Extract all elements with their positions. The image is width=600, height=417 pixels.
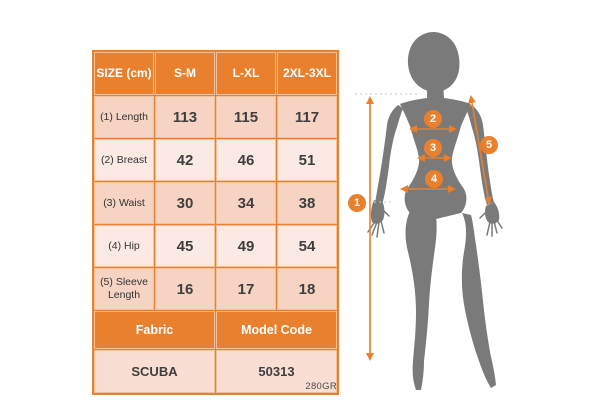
measurement-figure (355, 32, 503, 390)
cell-value: 34 (217, 183, 275, 223)
model-code-value: 50313 (217, 351, 336, 392)
cell-value: 117 (278, 97, 336, 137)
figure-right-arm (466, 105, 494, 205)
row-label: (3) Waist (95, 183, 153, 223)
info-header-row: Fabric Model Code (95, 312, 336, 348)
table-row-breast: (2) Breast 42 46 51 (95, 140, 336, 180)
figure-left-leg (405, 211, 437, 390)
fabric-header: Fabric (95, 312, 214, 348)
figure-left-arm (375, 105, 403, 205)
sleeve-arrow (468, 95, 492, 205)
row-label: (5) Sleeve Length (95, 269, 153, 309)
cell-value: 18 (278, 269, 336, 309)
cell-value: 45 (156, 226, 214, 266)
column-header-size: SIZE (cm) (95, 53, 153, 94)
cell-value: 49 (217, 226, 275, 266)
cell-value: 17 (217, 269, 275, 309)
female-silhouette (367, 32, 503, 390)
cell-value: 46 (217, 140, 275, 180)
column-header-2xl3xl: 2XL-3XL (278, 53, 336, 94)
cell-value: 38 (278, 183, 336, 223)
row-label: (4) Hip (95, 226, 153, 266)
column-header-sm: S-M (156, 53, 214, 94)
figure-head (407, 32, 460, 92)
cell-value: 16 (156, 269, 214, 309)
cell-value: 115 (217, 97, 275, 137)
table-row-waist: (3) Waist 30 34 38 (95, 183, 336, 223)
figure-right-hand (484, 202, 500, 224)
fabric-value: SCUBA (95, 351, 214, 392)
guide-dashes (355, 93, 419, 203)
info-value-row: SCUBA 50313 (95, 351, 336, 392)
model-code-header: Model Code (217, 312, 336, 348)
fabric-weight-note: 280GR (305, 381, 337, 392)
cell-value: 30 (156, 183, 214, 223)
measurement-arrows (366, 95, 492, 361)
cell-value: 51 (278, 140, 336, 180)
marker-2-breast: 2 (424, 110, 442, 128)
cell-value: 113 (156, 97, 214, 137)
table-row-length: (1) Length 113 115 117 (95, 97, 336, 137)
table-row-sleeve-length: (5) Sleeve Length 16 17 18 (95, 269, 336, 309)
marker-5-sleeve: 5 (480, 136, 498, 154)
cell-value: 54 (278, 226, 336, 266)
size-table-header-row: SIZE (cm) S-M L-XL 2XL-3XL (95, 53, 336, 94)
column-header-lxl: L-XL (217, 53, 275, 94)
row-label: (2) Breast (95, 140, 153, 180)
marker-1-length: 1 (348, 194, 366, 212)
marker-3-waist: 3 (424, 139, 442, 157)
cell-value: 42 (156, 140, 214, 180)
table-row-hip: (4) Hip 45 49 54 (95, 226, 336, 266)
size-table: SIZE (cm) S-M L-XL 2XL-3XL (1) Length 11… (92, 50, 339, 395)
marker-4-hip: 4 (425, 170, 443, 188)
row-label: (1) Length (95, 97, 153, 137)
figure-right-leg (461, 213, 496, 388)
figure-left-hand (370, 200, 385, 224)
